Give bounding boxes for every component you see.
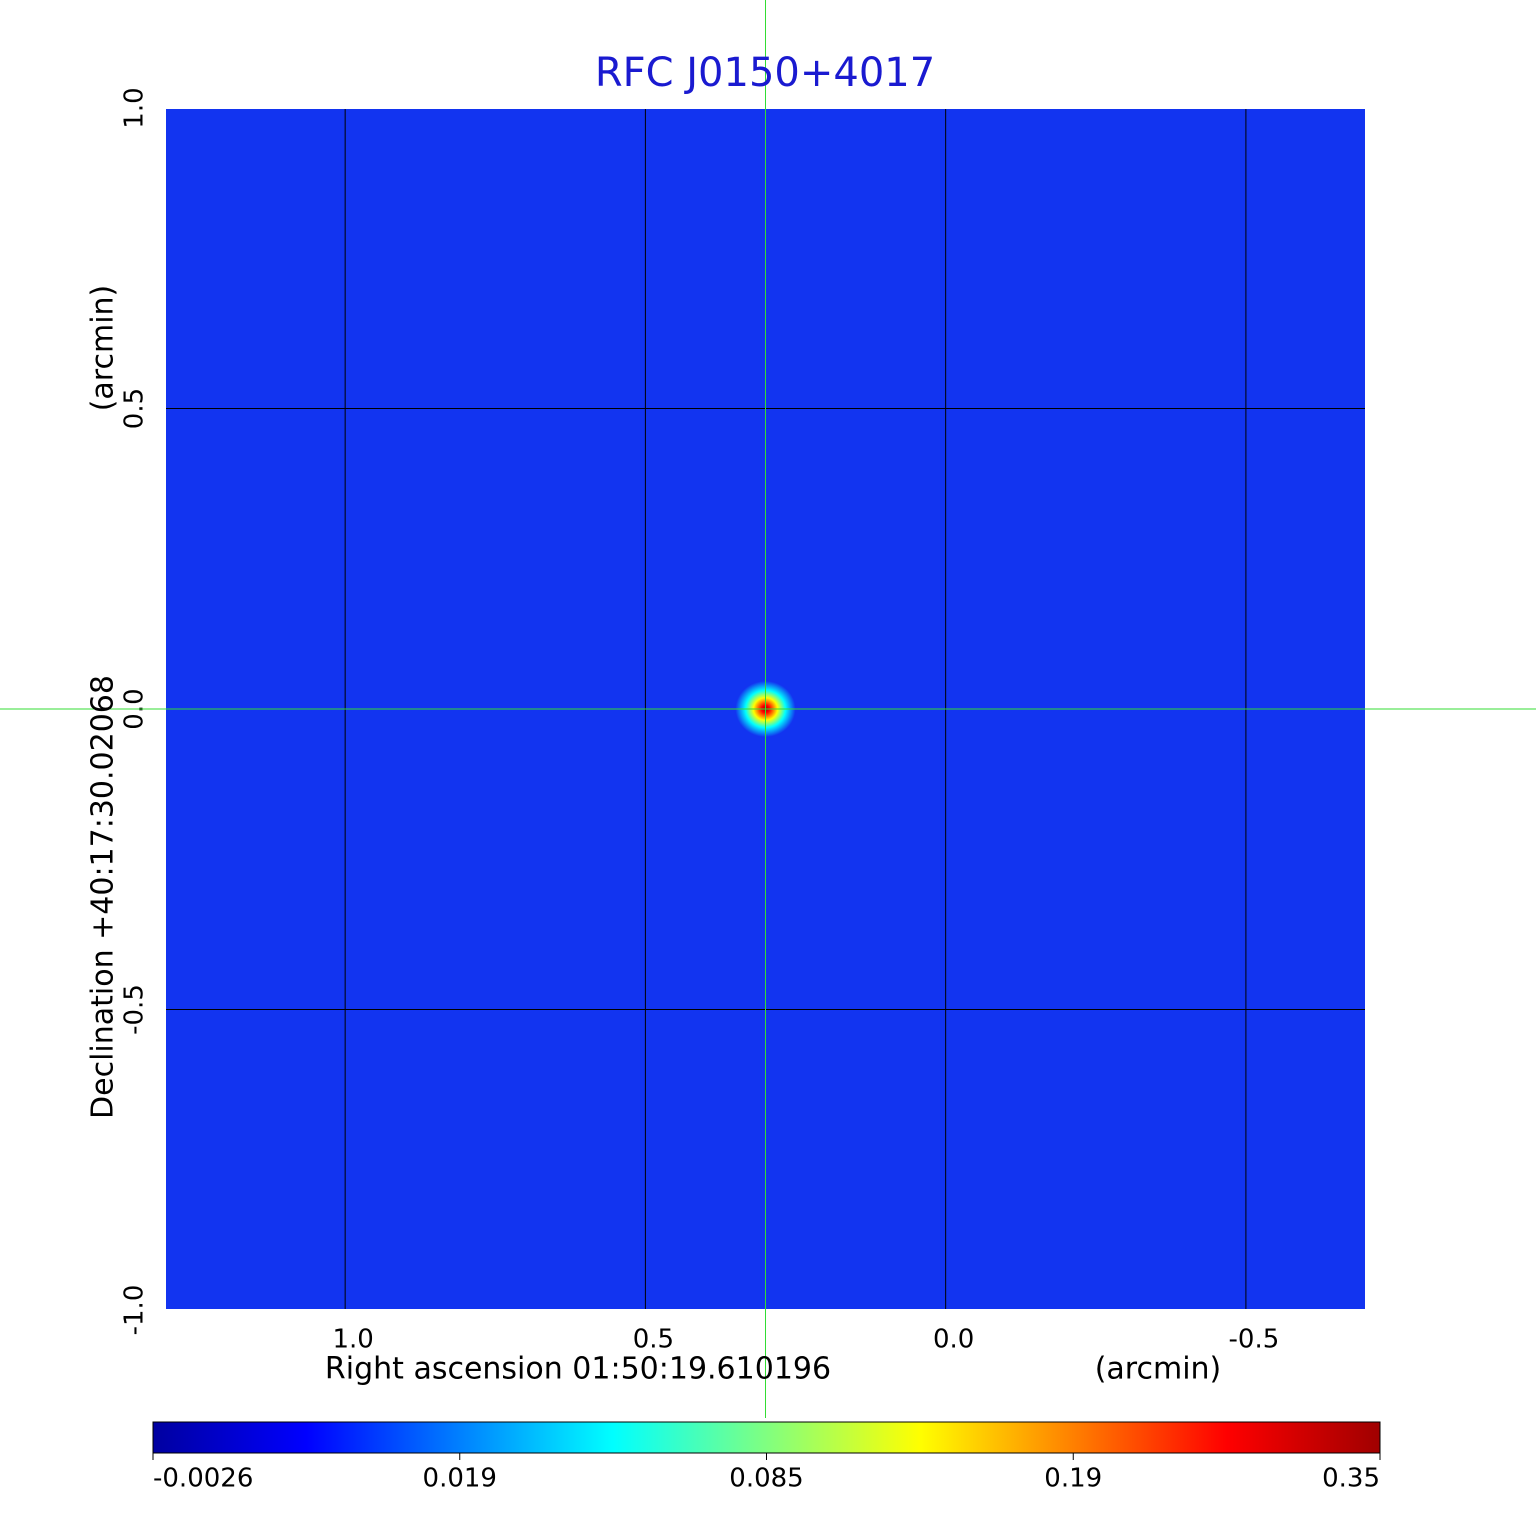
colorbar-tick-label: 0.35 [1322,1464,1380,1494]
colorbar-tick-label: 0.085 [729,1464,803,1494]
y-axis-label: Declination +40:17:30.02068 [86,675,121,1119]
chart-title: RFC J0150+4017 [595,50,935,96]
y-axis-unit: (arcmin) [86,285,121,412]
colorbar-tick-label: -0.0026 [153,1464,253,1494]
y-tick-label: -0.5 [120,984,150,1035]
y-tick-label: -1.0 [120,1285,150,1336]
colorbar [152,1421,1381,1454]
colorbar-tick-label: 0.019 [423,1464,497,1494]
colorbar-tick-label: 0.19 [1044,1464,1102,1494]
x-axis-label: Right ascension 01:50:19.610196 [325,1352,831,1387]
x-tick-label: 0.5 [633,1325,674,1355]
x-tick-label: 1.0 [332,1325,373,1355]
x-axis-unit: (arcmin) [1095,1352,1222,1387]
y-tick-label: 0.5 [120,388,150,429]
x-tick-label: 0.0 [933,1325,974,1355]
y-tick-label: 1.0 [120,87,150,128]
x-tick-label: -0.5 [1229,1325,1280,1355]
